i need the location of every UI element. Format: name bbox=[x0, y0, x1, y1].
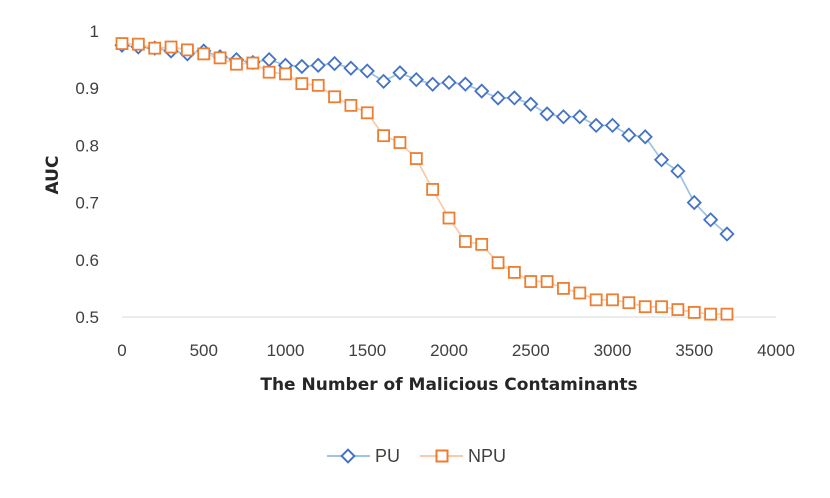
data-point-npu bbox=[393, 136, 407, 149]
data-point-npu bbox=[475, 237, 489, 251]
x-tick-label: 3000 bbox=[594, 341, 632, 360]
data-point-pu bbox=[457, 76, 474, 92]
series-line-pu bbox=[121, 44, 728, 235]
legend-item-npu: NPU bbox=[420, 446, 506, 466]
data-point-pu bbox=[637, 129, 653, 145]
data-point-pu bbox=[343, 60, 359, 76]
data-point-npu bbox=[213, 51, 227, 65]
data-point-npu bbox=[655, 300, 668, 314]
data-point-pu bbox=[670, 163, 686, 179]
y-tick-label: 0.9 bbox=[75, 79, 99, 98]
legend-item-pu: PU bbox=[327, 446, 400, 466]
y-tick-label: 0.8 bbox=[75, 136, 99, 155]
data-point-pu bbox=[506, 90, 523, 106]
data-point-pu bbox=[359, 63, 375, 79]
data-point-npu bbox=[295, 77, 309, 91]
data-point-npu bbox=[197, 47, 211, 61]
legend: PU NPU bbox=[327, 446, 506, 466]
data-point-pu bbox=[555, 109, 572, 125]
data-point-pu bbox=[261, 51, 277, 68]
legend-npu-label: NPU bbox=[468, 446, 506, 466]
data-point-npu bbox=[164, 40, 178, 54]
data-point-npu bbox=[622, 296, 636, 310]
data-point-npu bbox=[328, 90, 341, 104]
data-point-pu bbox=[523, 96, 539, 112]
x-tick-label: 4000 bbox=[757, 341, 795, 360]
data-point-pu bbox=[490, 90, 506, 106]
data-point-pu bbox=[408, 71, 424, 88]
data-point-npu bbox=[426, 183, 440, 196]
series-layer bbox=[114, 37, 735, 321]
data-point-npu bbox=[671, 303, 685, 316]
y-axis-title: AUC bbox=[43, 156, 63, 195]
data-point-npu bbox=[148, 41, 162, 55]
data-point-pu bbox=[294, 58, 310, 75]
data-point-npu bbox=[377, 129, 391, 143]
series-line-npu bbox=[121, 42, 727, 315]
x-tick-label: 1000 bbox=[267, 341, 305, 360]
data-point-npu bbox=[589, 293, 603, 307]
data-point-npu bbox=[687, 306, 701, 319]
data-point-npu bbox=[524, 275, 538, 288]
x-tick-label: 500 bbox=[190, 341, 218, 360]
data-point-npu bbox=[638, 300, 652, 314]
series-pu bbox=[114, 37, 735, 242]
data-point-npu bbox=[557, 281, 570, 295]
data-point-pu bbox=[719, 226, 735, 242]
legend-pu-marker bbox=[340, 448, 356, 464]
data-point-npu bbox=[704, 307, 717, 321]
data-point-pu bbox=[474, 83, 490, 99]
data-point-pu bbox=[441, 74, 457, 91]
legend-pu-label: PU bbox=[375, 446, 400, 466]
data-point-npu bbox=[409, 152, 423, 165]
data-point-pu bbox=[425, 76, 441, 92]
x-axis-title: The Number of Malicious Contaminants bbox=[260, 375, 637, 395]
data-point-pu bbox=[604, 117, 621, 134]
data-point-pu bbox=[588, 117, 604, 134]
data-point-npu bbox=[720, 307, 734, 321]
data-point-pu bbox=[392, 65, 408, 81]
data-point-pu bbox=[326, 55, 343, 72]
y-tick-label: 0.7 bbox=[75, 194, 99, 213]
data-point-pu bbox=[539, 106, 555, 122]
data-point-npu bbox=[491, 256, 505, 270]
x-tick-label: 1500 bbox=[348, 341, 386, 360]
data-point-pu bbox=[621, 127, 637, 143]
y-tick-label: 0.5 bbox=[75, 308, 99, 327]
data-point-npu bbox=[230, 57, 243, 71]
data-point-npu bbox=[540, 275, 554, 288]
y-axis-ticks: 0.5 0.6 0.7 0.8 0.9 1 bbox=[75, 22, 99, 327]
data-point-npu bbox=[344, 98, 358, 112]
data-point-pu bbox=[375, 73, 392, 89]
x-tick-label: 2500 bbox=[512, 341, 550, 360]
series-npu bbox=[115, 37, 734, 321]
data-point-pu bbox=[572, 109, 588, 125]
y-tick-label: 1 bbox=[90, 22, 99, 41]
x-tick-label: 0 bbox=[117, 341, 126, 360]
legend-npu-marker bbox=[435, 449, 449, 463]
x-axis-ticks: 0 500 1000 1500 2000 2500 3000 3500 4000 bbox=[117, 341, 795, 360]
data-point-npu bbox=[246, 56, 260, 70]
x-tick-label: 3500 bbox=[675, 341, 713, 360]
data-point-npu bbox=[262, 65, 276, 79]
data-point-npu bbox=[573, 286, 587, 300]
data-point-pu bbox=[310, 57, 326, 73]
data-point-npu bbox=[115, 37, 129, 50]
data-point-npu bbox=[131, 37, 145, 51]
data-point-npu bbox=[507, 265, 521, 279]
data-point-npu bbox=[180, 43, 194, 57]
data-point-pu bbox=[686, 194, 702, 211]
data-point-pu bbox=[653, 152, 670, 168]
data-point-npu bbox=[279, 67, 292, 81]
data-point-npu bbox=[606, 293, 619, 307]
data-point-npu bbox=[360, 106, 374, 120]
data-point-pu bbox=[702, 212, 719, 228]
data-point-npu bbox=[311, 78, 325, 92]
data-point-npu bbox=[442, 211, 456, 225]
y-tick-label: 0.6 bbox=[75, 251, 99, 270]
data-point-npu bbox=[458, 235, 472, 248]
x-tick-label: 2000 bbox=[430, 341, 468, 360]
